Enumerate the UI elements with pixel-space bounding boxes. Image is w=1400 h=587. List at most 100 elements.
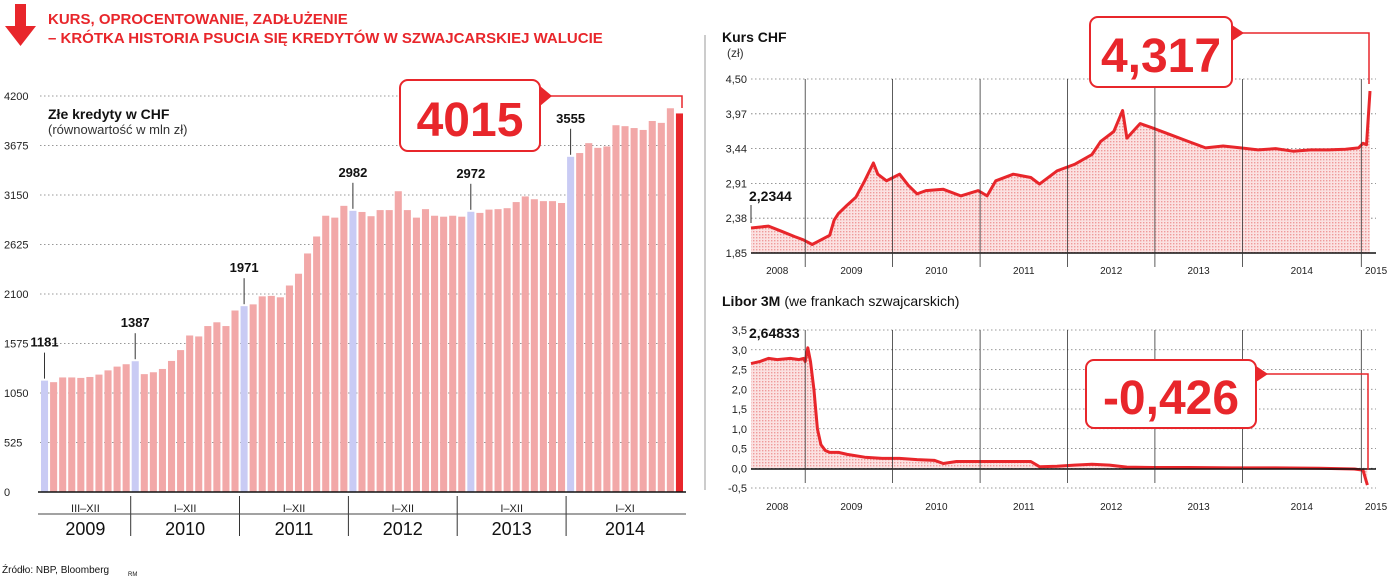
- bar-callout-value: 4015: [417, 94, 524, 147]
- bar-callout: 4015: [399, 79, 683, 152]
- libor-area-fill: [751, 347, 1368, 486]
- chf-series-line: [750, 90, 1372, 246]
- bar: [449, 215, 457, 493]
- bar-data-label: 2972: [456, 166, 485, 181]
- bar: [412, 217, 420, 492]
- bar: [95, 374, 103, 492]
- libor-y-tick-label: 3,5: [732, 325, 747, 337]
- bar-callout-pointer: [540, 86, 552, 106]
- bar-callout-connector: [540, 95, 683, 108]
- libor-x-tick-label: 2012: [1100, 502, 1123, 513]
- libor-x-tick-label: 2014: [1291, 502, 1314, 513]
- bar: [322, 215, 330, 493]
- chf-y-tick-label: 3,44: [726, 144, 747, 156]
- libor-callout-value: -0,426: [1103, 372, 1239, 425]
- libor-y-tick-label: 1,0: [732, 424, 747, 436]
- bar: [267, 295, 275, 492]
- bar: [585, 143, 593, 492]
- bar: [213, 322, 221, 492]
- bar-y-tick-label: 1575: [4, 339, 28, 351]
- bar: [421, 209, 430, 492]
- bar-year-label: 2011: [275, 519, 314, 539]
- bar: [258, 296, 266, 492]
- bar: [149, 372, 157, 492]
- bar: [358, 211, 366, 492]
- libor-callout: -0,426: [1085, 359, 1369, 470]
- bar-year-label: 2009: [65, 519, 105, 539]
- bar: [41, 380, 49, 492]
- bar: [177, 350, 185, 492]
- bar: [304, 253, 312, 492]
- chf-x-tick-label: 2015: [1365, 266, 1388, 277]
- header: KURS, OPROCENTOWANIE, ZADŁUŻENIE – KRÓTK…: [5, 4, 603, 47]
- bar: [376, 210, 384, 492]
- bar: [113, 366, 121, 492]
- bar-y-tick-label: 2625: [4, 240, 28, 252]
- bar: [612, 125, 620, 492]
- chf-y-tick-label: 2,38: [726, 213, 747, 225]
- libor-x-tick-label: 2008: [766, 502, 789, 513]
- bar-y-tick-label: 2100: [4, 289, 28, 301]
- bar: [86, 376, 94, 492]
- libor-x-tick-label: 2013: [1187, 502, 1210, 513]
- libor-x-tick-label: 2011: [1013, 502, 1035, 513]
- libor-y-tick-label: 0,0: [732, 463, 747, 475]
- bar-year-label: 2013: [492, 519, 532, 539]
- libor-chart: Libor 3M (we frankach szwajcarskich) 3,5 3…: [722, 293, 1388, 513]
- bar: [122, 364, 130, 492]
- bar-y-tick-label: 1050: [4, 388, 28, 400]
- chf-chart-subtitle: (zł): [727, 46, 744, 60]
- chf-callout-pointer: [1232, 25, 1244, 41]
- bar: [530, 199, 538, 493]
- bar-chart-title: Złe kredyty w CHF: [48, 106, 170, 122]
- libor-x-tick-label: 2015: [1365, 502, 1388, 513]
- bar: [494, 209, 502, 492]
- bar: [77, 377, 85, 492]
- bar-period-range-label: I–XI: [615, 503, 635, 515]
- bar: [68, 377, 76, 492]
- chf-rate-chart: Kurs CHF (zł) 4,50 3,97 3,44 2,91 2,38 1,85 2…: [722, 16, 1388, 277]
- libor-callout-box: [1085, 359, 1257, 429]
- libor-y-tick-label: -0,5: [728, 483, 747, 495]
- bar: [276, 297, 284, 492]
- bar: [59, 377, 67, 492]
- bar: [231, 310, 239, 492]
- bar: [186, 335, 194, 492]
- bar: [648, 120, 656, 493]
- bar: [167, 360, 176, 492]
- bar-year-label: 2014: [605, 519, 645, 539]
- bar: [158, 368, 166, 492]
- libor-callout-pointer: [1256, 366, 1268, 382]
- bar-year-label: 2012: [383, 519, 423, 539]
- bar-data-label: 1387: [121, 315, 150, 330]
- chf-y-tick-label: 4,50: [726, 74, 747, 86]
- bar: [403, 210, 411, 492]
- bar: [104, 370, 112, 492]
- bar: [349, 210, 357, 492]
- source-note: Źródło: NBP, Bloomberg: [2, 563, 109, 576]
- chf-x-tick-label: 2009: [840, 266, 863, 277]
- bar: [394, 191, 402, 493]
- bar: [431, 215, 439, 493]
- bar-data-label: 2982: [338, 165, 367, 180]
- chf-callout: 4,317: [1089, 16, 1370, 88]
- bar-y-tick-label: 3675: [4, 141, 28, 153]
- bar: [576, 153, 584, 493]
- bar: [140, 374, 148, 492]
- libor-y-tick-label: 1,5: [732, 404, 747, 416]
- bar-y-tick-label: 3150: [4, 190, 28, 202]
- bar-data-label: 1181: [30, 335, 58, 350]
- chf-x-tick-label: 2011: [1013, 266, 1035, 277]
- bar: [675, 113, 683, 492]
- bar-chart-subtitle: (równowartość w mln zł): [48, 122, 187, 137]
- bar: [195, 336, 203, 492]
- bar-y-tick-label: 525: [4, 438, 22, 450]
- bar: [666, 108, 674, 492]
- libor-y-tick-label: 3,0: [732, 345, 747, 357]
- libor-y-tick-label: 0,5: [732, 444, 747, 456]
- bar: [249, 304, 257, 492]
- bar-period-range-label: I–XII: [500, 503, 523, 515]
- bar-y-tick-label: 0: [4, 487, 10, 499]
- bar: [331, 217, 339, 492]
